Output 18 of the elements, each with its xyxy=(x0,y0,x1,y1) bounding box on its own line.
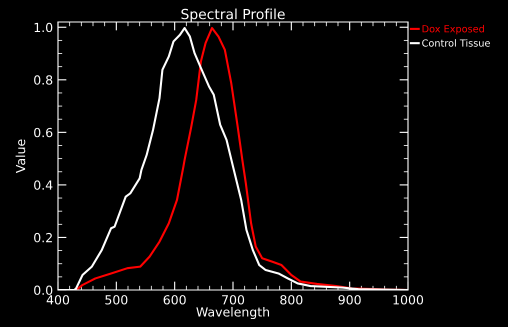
legend-label: Control Tissue xyxy=(422,39,490,47)
y-axis-title: Value xyxy=(16,140,26,174)
y-tick-label: 0.4 xyxy=(34,180,52,190)
x-axis-title: Wavelength xyxy=(196,306,270,320)
x-tick-label: 500 xyxy=(105,295,128,305)
x-tick-label: 400 xyxy=(46,295,70,305)
chart-title: Spectral Profile xyxy=(181,8,285,22)
y-tick-label: 0.2 xyxy=(34,232,52,242)
y-tick-label: 0.6 xyxy=(34,128,52,138)
y-tick-label: 0.8 xyxy=(34,75,52,85)
x-tick-label: 1000 xyxy=(393,295,424,305)
y-tick-label: 1.0 xyxy=(34,22,52,32)
x-tick-label: 600 xyxy=(164,295,186,305)
y-tick-label: 0.0 xyxy=(34,285,52,295)
x-tick-label: 800 xyxy=(280,295,302,305)
x-tick-label: 700 xyxy=(222,295,244,305)
x-tick-label: 900 xyxy=(338,295,361,305)
legend-label: Dox Exposed xyxy=(422,24,484,34)
